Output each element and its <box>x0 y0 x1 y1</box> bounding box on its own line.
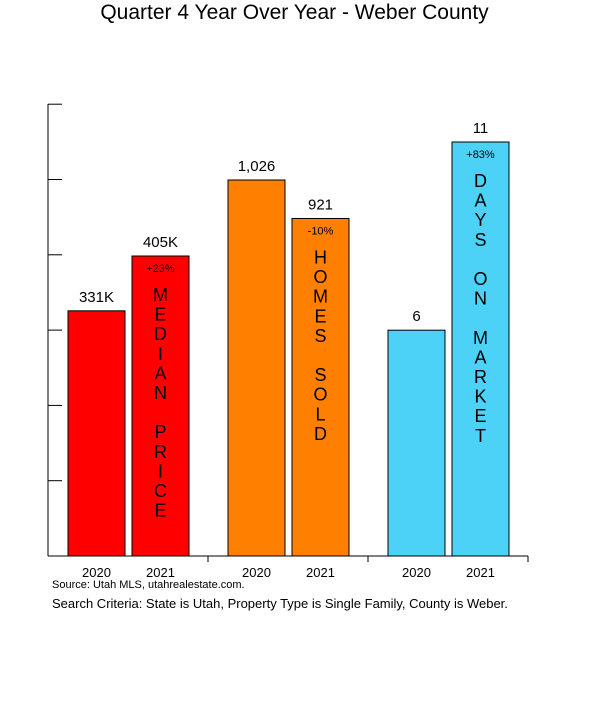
bar-median-price-2021 <box>131 255 190 557</box>
chart-bars: 331K 2020 405K 2021 +23% M E D I A N P R I C E 1,026 2020… <box>67 120 510 580</box>
x-tick-label: 2021 <box>466 565 495 580</box>
search-criteria-note: Search Criteria: State is Utah, Property… <box>52 596 508 611</box>
bar-homes-sold-2020 <box>227 179 286 557</box>
change-label: +83% <box>466 149 495 161</box>
bar-value-label: 1,026 <box>238 158 276 175</box>
bar-days-on-market-2020 <box>387 329 446 557</box>
x-tick-label: 2020 <box>242 565 271 580</box>
x-tick-label: 2021 <box>306 565 335 580</box>
bar-value-label: 6 <box>412 308 420 325</box>
bar-value-label: 11 <box>473 120 489 137</box>
bar-days-on-market-2021 <box>451 141 510 557</box>
chart-axes <box>47 103 529 562</box>
bar-value-label: 331K <box>79 289 114 306</box>
x-tick-label: 2021 <box>146 565 175 580</box>
bar-homes-sold-2021 <box>291 217 350 557</box>
chart-title: Quarter 4 Year Over Year - Weber County <box>100 1 489 24</box>
change-label: -10% <box>308 225 334 237</box>
x-tick-label: 2020 <box>82 565 111 580</box>
change-label: +23% <box>146 263 175 275</box>
source-note: Source: Utah MLS, utahrealestate.com. <box>52 579 245 591</box>
bar-median-price-2020 <box>67 310 126 557</box>
x-tick-label: 2020 <box>402 565 431 580</box>
bar-value-label: 921 <box>308 196 333 213</box>
bar-value-label: 405K <box>143 234 178 251</box>
